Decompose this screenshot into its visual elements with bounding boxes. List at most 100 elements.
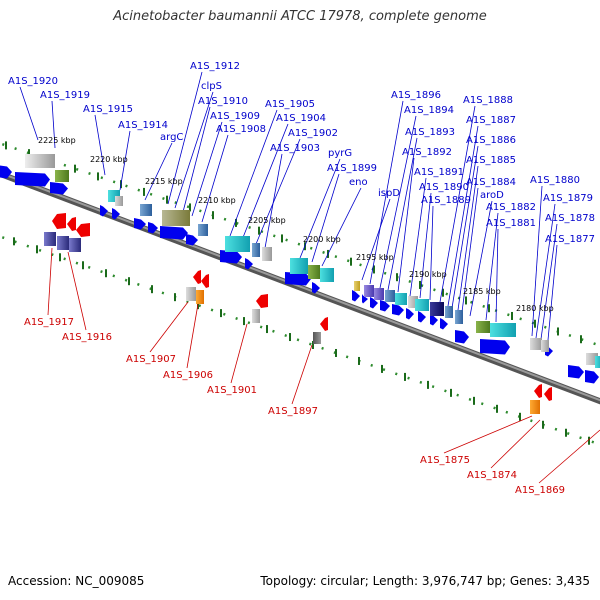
gene-box[interactable] — [44, 232, 56, 246]
gene-box[interactable] — [541, 340, 549, 352]
gene-arrow[interactable] — [380, 300, 390, 312]
gene-box[interactable] — [415, 299, 429, 311]
gene-arrow[interactable] — [568, 365, 584, 379]
gene-box[interactable] — [408, 296, 418, 308]
gene-label-a1s-1887[interactable]: A1S_1887 — [466, 115, 516, 126]
gene-box[interactable] — [196, 290, 204, 304]
gene-arrow[interactable] — [220, 250, 242, 264]
gene-box[interactable] — [252, 243, 260, 257]
gene-box[interactable] — [308, 265, 320, 279]
gene-box[interactable] — [162, 210, 190, 226]
gene-label-a1s-1875[interactable]: A1S_1875 — [420, 455, 470, 466]
gene-label-a1s-1899[interactable]: A1S_1899 — [327, 163, 377, 174]
gene-arrow[interactable] — [285, 272, 311, 286]
gene-label-a1s-1890[interactable]: A1S_1890 — [419, 182, 469, 193]
gene-box[interactable] — [320, 268, 334, 282]
gene-label-a1s-1907[interactable]: A1S_1907 — [126, 354, 176, 365]
gene-box[interactable] — [57, 236, 69, 250]
gene-label-a1s-1908[interactable]: A1S_1908 — [216, 124, 266, 135]
gene-box[interactable] — [313, 332, 321, 344]
gene-box[interactable] — [198, 224, 208, 236]
gene-label-a1s-1874[interactable]: A1S_1874 — [467, 470, 517, 481]
gene-label-a1s-1905[interactable]: A1S_1905 — [265, 99, 315, 110]
gene-box[interactable] — [374, 288, 384, 300]
gene-arrow[interactable] — [245, 258, 253, 270]
gene-label-a1s-1888[interactable]: A1S_1888 — [463, 95, 513, 106]
gene-label-a1s-1920[interactable]: A1S_1920 — [8, 76, 58, 87]
gene-label-a1s-1869[interactable]: A1S_1869 — [515, 485, 565, 496]
gene-label-a1s-1915[interactable]: A1S_1915 — [83, 104, 133, 115]
gene-label-a1s-1912[interactable]: A1S_1912 — [190, 61, 240, 72]
gene-label-a1s-1916[interactable]: A1S_1916 — [62, 332, 112, 343]
gene-label-pyrg[interactable]: pyrG — [328, 148, 352, 159]
gene-label-a1s-1891[interactable]: A1S_1891 — [414, 167, 464, 178]
gene-box[interactable] — [490, 323, 516, 337]
gene-label-a1s-1896[interactable]: A1S_1896 — [391, 90, 441, 101]
gene-label-a1s-1917[interactable]: A1S_1917 — [24, 317, 74, 328]
gene-box[interactable] — [186, 287, 196, 301]
gene-arrow-reverse[interactable] — [201, 274, 209, 288]
gene-label-a1s-1897[interactable]: A1S_1897 — [268, 406, 318, 417]
gene-box[interactable] — [455, 310, 463, 324]
gene-box[interactable] — [595, 356, 600, 368]
gene-arrow[interactable] — [480, 339, 510, 355]
gene-label-a1s-1893[interactable]: A1S_1893 — [405, 127, 455, 138]
gene-box[interactable] — [395, 293, 407, 305]
gene-label-clps[interactable]: clpS — [201, 81, 222, 92]
gene-label-a1s-1910[interactable]: A1S_1910 — [198, 96, 248, 107]
gene-arrow[interactable] — [148, 222, 158, 234]
gene-label-a1s-1886[interactable]: A1S_1886 — [466, 135, 516, 146]
gene-label-a1s-1879[interactable]: A1S_1879 — [543, 193, 593, 204]
gene-arrow[interactable] — [160, 226, 188, 240]
gene-box[interactable] — [430, 302, 444, 316]
gene-box[interactable] — [290, 258, 308, 274]
gene-label-a1s-1901[interactable]: A1S_1901 — [207, 385, 257, 396]
gene-box[interactable] — [55, 170, 69, 182]
gene-arrow[interactable] — [134, 218, 146, 230]
gene-box[interactable] — [25, 154, 55, 168]
gene-arrow[interactable] — [440, 318, 448, 330]
gene-label-a1s-1880[interactable]: A1S_1880 — [530, 175, 580, 186]
gene-box[interactable] — [530, 338, 542, 350]
gene-arrow-reverse[interactable] — [534, 384, 542, 398]
gene-label-argc[interactable]: argC — [160, 132, 183, 143]
gene-arrow[interactable] — [186, 234, 198, 246]
gene-arrow[interactable] — [392, 304, 404, 316]
gene-label-a1s-1884[interactable]: A1S_1884 — [466, 177, 516, 188]
gene-arrow[interactable] — [418, 311, 426, 323]
gene-label-a1s-1882[interactable]: A1S_1882 — [486, 202, 536, 213]
gene-label-a1s-1885[interactable]: A1S_1885 — [466, 155, 516, 166]
gene-box[interactable] — [354, 281, 360, 291]
gene-label-a1s-1914[interactable]: A1S_1914 — [118, 120, 168, 131]
gene-arrow-reverse[interactable] — [544, 387, 552, 401]
gene-box[interactable] — [364, 285, 374, 297]
gene-arrow-reverse[interactable] — [193, 270, 201, 284]
gene-box[interactable] — [115, 196, 123, 206]
gene-box[interactable] — [252, 309, 260, 323]
gene-arrow[interactable] — [352, 290, 360, 302]
gene-box[interactable] — [225, 236, 250, 252]
gene-box[interactable] — [69, 238, 81, 252]
gene-box[interactable] — [445, 306, 453, 318]
gene-box[interactable] — [262, 247, 272, 261]
gene-label-a1s-1892[interactable]: A1S_1892 — [402, 147, 452, 158]
gene-label-a1s-1909[interactable]: A1S_1909 — [210, 111, 260, 122]
gene-label-a1s-1902[interactable]: A1S_1902 — [288, 128, 338, 139]
gene-label-a1s-1919[interactable]: A1S_1919 — [40, 90, 90, 101]
gene-arrow[interactable] — [585, 370, 599, 384]
gene-box[interactable] — [140, 204, 152, 216]
gene-arrow[interactable] — [100, 205, 108, 217]
gene-arrow[interactable] — [455, 330, 469, 344]
gene-label-a1s-1904[interactable]: A1S_1904 — [276, 113, 326, 124]
gene-arrow[interactable] — [50, 182, 68, 195]
gene-box[interactable] — [530, 400, 540, 414]
gene-label-a1s-1906[interactable]: A1S_1906 — [163, 370, 213, 381]
gene-arrow[interactable] — [430, 314, 438, 326]
gene-arrow-reverse[interactable] — [76, 223, 90, 237]
gene-box[interactable] — [385, 290, 395, 302]
gene-label-a1s-1878[interactable]: A1S_1878 — [545, 213, 595, 224]
gene-label-arod[interactable]: aroD — [480, 190, 504, 201]
gene-arrow[interactable] — [406, 308, 414, 320]
gene-label-eno[interactable]: eno — [349, 177, 368, 188]
gene-label-a1s-1877[interactable]: A1S_1877 — [545, 234, 595, 245]
